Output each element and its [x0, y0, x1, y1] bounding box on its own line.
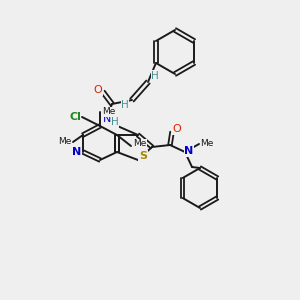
Text: O: O	[172, 124, 182, 134]
Text: N: N	[184, 146, 194, 156]
Text: H: H	[151, 71, 159, 81]
Text: Me: Me	[200, 139, 214, 148]
Text: Me: Me	[58, 137, 72, 146]
Text: N: N	[103, 114, 111, 124]
Text: S: S	[139, 151, 147, 161]
Text: Me: Me	[102, 107, 116, 116]
Text: Me: Me	[133, 140, 147, 148]
Text: O: O	[94, 85, 102, 95]
Text: H: H	[121, 100, 129, 110]
Text: H: H	[111, 117, 119, 127]
Text: Cl: Cl	[69, 112, 81, 122]
Text: N: N	[72, 147, 82, 157]
